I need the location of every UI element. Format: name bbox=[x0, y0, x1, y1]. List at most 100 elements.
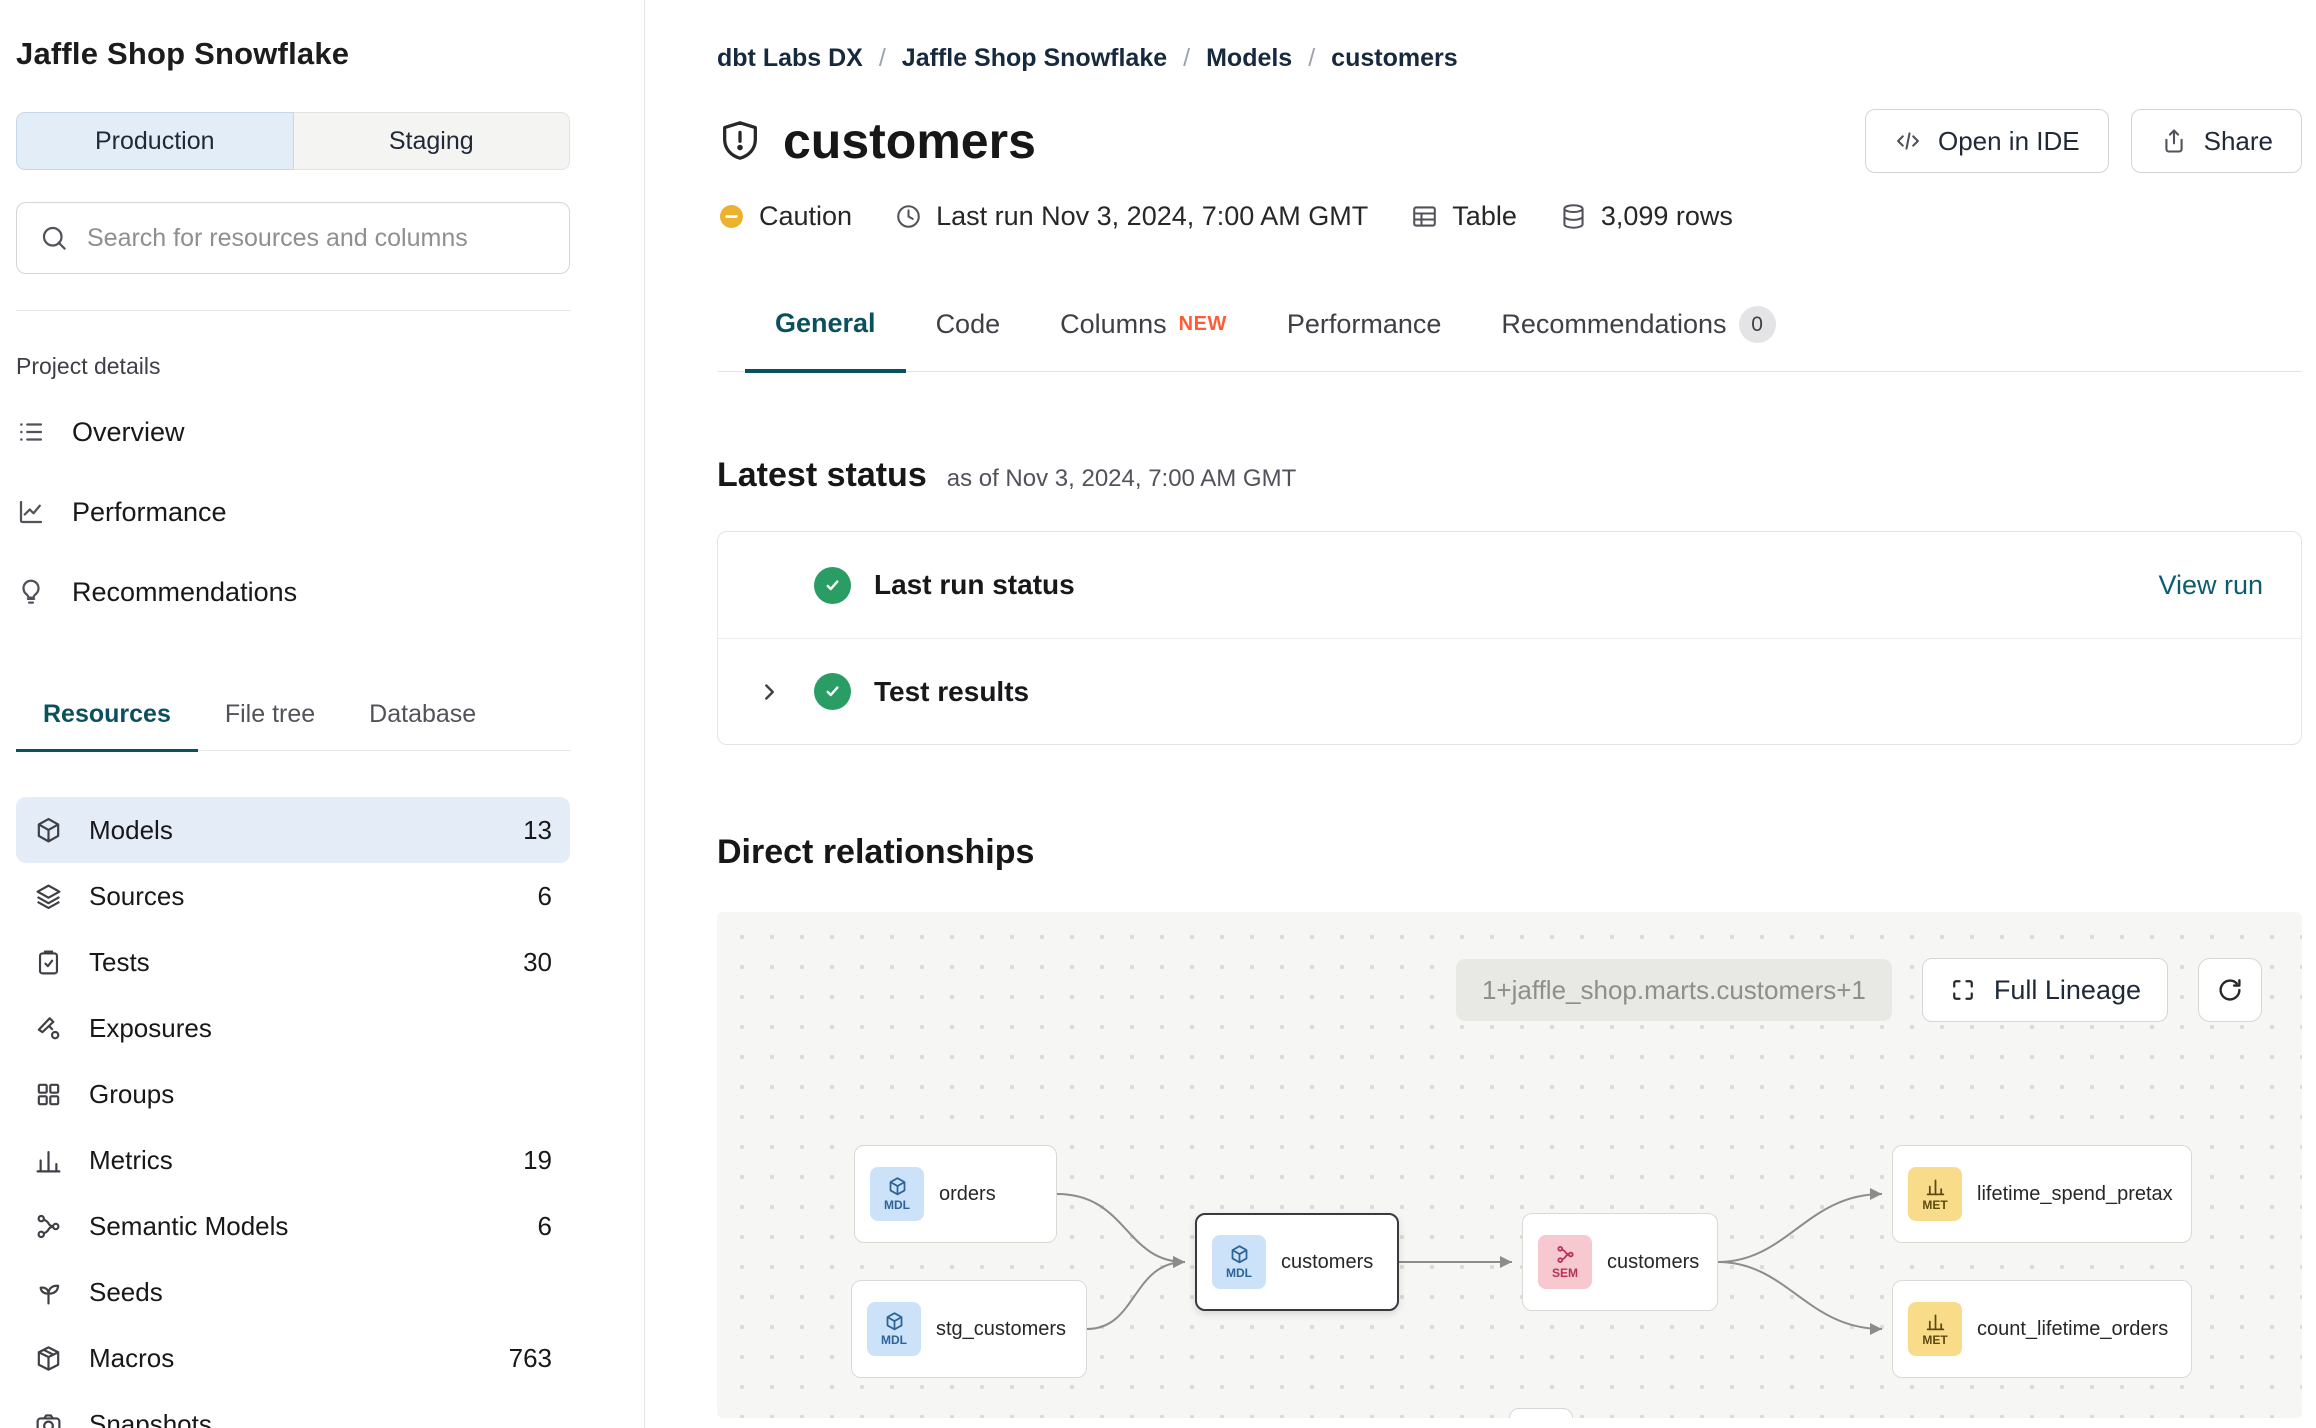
status-card: Last run status View run Test results bbox=[717, 531, 2302, 745]
main-content: dbt Labs DX / Jaffle Shop Snowflake / Mo… bbox=[645, 0, 2316, 1428]
sidebar-tabs: Resources File tree Database bbox=[16, 700, 570, 752]
resource-label: Models bbox=[89, 814, 173, 845]
resource-label: Sources bbox=[89, 880, 185, 911]
lineage-selector-pill[interactable]: 1+jaffle_shop.marts.customers+1 bbox=[1455, 959, 1892, 1021]
env-production-button[interactable]: Production bbox=[16, 112, 294, 170]
tab-label: Columns bbox=[1060, 309, 1167, 339]
lineage-map-control[interactable] bbox=[1509, 1408, 1573, 1418]
breadcrumb-project[interactable]: Jaffle Shop Snowflake bbox=[901, 44, 1168, 72]
row-count: 3,099 rows bbox=[1559, 201, 1733, 232]
sidebar-item-models[interactable]: Models 13 bbox=[16, 797, 570, 863]
sidebar-item-metrics[interactable]: Metrics 19 bbox=[16, 1127, 570, 1193]
materialization-label: Table bbox=[1452, 201, 1517, 231]
sidebar-item-performance[interactable]: Performance bbox=[16, 472, 570, 552]
lineage-edges bbox=[1056, 1188, 1883, 1335]
sidebar-item-exposures[interactable]: Exposures bbox=[16, 995, 570, 1061]
last-run-status-row: Last run status View run bbox=[718, 532, 2301, 638]
node-type-label: MDL bbox=[884, 1198, 910, 1212]
tab-general[interactable]: General bbox=[745, 306, 906, 373]
shield-icon bbox=[717, 118, 763, 164]
lineage-node-customers-model[interactable]: MDL customers bbox=[1195, 1213, 1399, 1311]
resource-label: Snapshots bbox=[89, 1408, 212, 1428]
sidebar-item-label: Performance bbox=[72, 496, 227, 527]
resource-count: 6 bbox=[537, 880, 552, 911]
last-run-timestamp: Last run Nov 3, 2024, 7:00 AM GMT bbox=[894, 201, 1368, 232]
tab-database[interactable]: Database bbox=[369, 700, 477, 728]
recommendations-count-badge: 0 bbox=[1738, 306, 1776, 343]
last-run-label: Last run Nov 3, 2024, 7:00 AM GMT bbox=[936, 201, 1369, 231]
lineage-node-customers-semantic[interactable]: SEM customers bbox=[1522, 1213, 1718, 1311]
tab-resources[interactable]: Resources bbox=[16, 700, 198, 752]
chart-line-icon bbox=[16, 497, 46, 527]
page-title: customers bbox=[783, 113, 1036, 169]
sidebar-item-seeds[interactable]: Seeds bbox=[16, 1259, 570, 1325]
resource-count: 30 bbox=[523, 946, 552, 977]
breadcrumb-models[interactable]: Models bbox=[1206, 44, 1293, 72]
sidebar-item-tests[interactable]: Tests 30 bbox=[16, 929, 570, 995]
environment-toggle: Production Staging bbox=[16, 112, 570, 170]
full-lineage-button[interactable]: Full Lineage bbox=[1921, 958, 2168, 1022]
refresh-button[interactable] bbox=[2198, 958, 2262, 1022]
table-icon bbox=[1410, 202, 1439, 231]
content-tabs: General Code Columns NEW Performance Rec… bbox=[717, 306, 2302, 373]
lineage-controls: 1+jaffle_shop.marts.customers+1 Full Lin… bbox=[1455, 958, 2262, 1022]
metric-icon: MET bbox=[1908, 1167, 1962, 1221]
view-run-link[interactable]: View run bbox=[2158, 569, 2263, 600]
lineage-node-stg-customers[interactable]: MDL stg_customers bbox=[851, 1280, 1087, 1378]
search-box[interactable] bbox=[16, 202, 570, 274]
code-icon bbox=[1894, 127, 1922, 155]
resource-label: Groups bbox=[89, 1078, 175, 1109]
latest-status-title: Latest status bbox=[717, 456, 927, 494]
resource-count: 763 bbox=[508, 1342, 552, 1373]
breadcrumb-account[interactable]: dbt Labs DX bbox=[717, 44, 863, 72]
node-type-label: MET bbox=[1922, 1333, 1948, 1347]
node-type-label: MET bbox=[1922, 1198, 1948, 1212]
search-icon bbox=[39, 223, 69, 253]
sidebar-item-snapshots[interactable]: Snapshots bbox=[16, 1391, 570, 1428]
tab-columns[interactable]: Columns NEW bbox=[1030, 306, 1257, 371]
tab-performance[interactable]: Performance bbox=[1257, 306, 1472, 371]
search-input[interactable] bbox=[85, 222, 547, 254]
tab-label: General bbox=[775, 308, 876, 338]
sidebar-item-overview[interactable]: Overview bbox=[16, 392, 570, 472]
env-staging-button[interactable]: Staging bbox=[293, 112, 570, 170]
lineage-node-lifetime-spend-pretax[interactable]: MET lifetime_spend_pretax bbox=[1892, 1145, 2192, 1243]
tab-recommendations[interactable]: Recommendations 0 bbox=[1471, 306, 1805, 371]
resource-label: Tests bbox=[89, 946, 150, 977]
meta-row: Caution Last run Nov 3, 2024, 7:00 AM GM… bbox=[717, 201, 2302, 232]
test-results-row[interactable]: Test results bbox=[718, 638, 2301, 744]
sidebar-item-sources[interactable]: Sources 6 bbox=[16, 863, 570, 929]
bar-chart-icon bbox=[34, 1146, 63, 1175]
tab-file-tree[interactable]: File tree bbox=[224, 700, 316, 728]
share-button[interactable]: Share bbox=[2130, 109, 2302, 173]
materialization-type: Table bbox=[1410, 201, 1517, 232]
sidebar: Jaffle Shop Snowflake Production Staging… bbox=[0, 0, 645, 1428]
tab-code[interactable]: Code bbox=[906, 306, 1031, 371]
breadcrumb-separator: / bbox=[878, 44, 886, 72]
full-lineage-label: Full Lineage bbox=[1993, 974, 2141, 1005]
lightbulb-icon bbox=[16, 577, 46, 607]
success-check-icon bbox=[814, 673, 851, 710]
sidebar-item-label: Recommendations bbox=[72, 576, 298, 607]
clock-icon bbox=[894, 202, 923, 231]
sidebar-item-recommendations[interactable]: Recommendations bbox=[16, 552, 570, 632]
sidebar-item-semantic-models[interactable]: Semantic Models 6 bbox=[16, 1193, 570, 1259]
success-check-icon bbox=[814, 566, 851, 604]
chevron-right-icon[interactable] bbox=[756, 679, 814, 705]
lineage-canvas[interactable]: 1+jaffle_shop.marts.customers+1 Full Lin… bbox=[717, 912, 2302, 1418]
health-label: Caution bbox=[759, 201, 853, 231]
new-badge: NEW bbox=[1178, 313, 1227, 335]
lineage-node-count-lifetime-orders[interactable]: MET count_lifetime_orders bbox=[1892, 1280, 2192, 1378]
breadcrumb-current: customers bbox=[1331, 44, 1458, 72]
sprout-icon bbox=[34, 1278, 63, 1307]
breadcrumb-separator: / bbox=[1183, 44, 1191, 72]
tab-label: Recommendations bbox=[1501, 309, 1727, 339]
model-icon: MDL bbox=[1212, 1235, 1266, 1289]
sidebar-item-macros[interactable]: Macros 763 bbox=[16, 1325, 570, 1391]
lineage-node-orders[interactable]: MDL orders bbox=[854, 1145, 1057, 1243]
sidebar-item-groups[interactable]: Groups bbox=[16, 1061, 570, 1127]
open-in-ide-button[interactable]: Open in IDE bbox=[1864, 109, 2109, 173]
semantic-model-icon: SEM bbox=[1538, 1235, 1592, 1289]
list-icon bbox=[16, 417, 46, 447]
